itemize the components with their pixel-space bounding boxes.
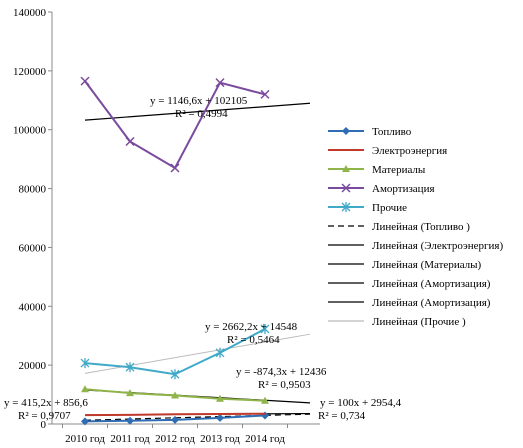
y-tick-label: 0 bbox=[41, 419, 47, 431]
data-point bbox=[260, 323, 270, 334]
data-point bbox=[342, 127, 350, 135]
x-tick-label: 2012 год bbox=[155, 433, 195, 445]
legend-item: Электроэнергия bbox=[328, 145, 447, 157]
data-point bbox=[80, 358, 90, 369]
data-point bbox=[170, 369, 180, 380]
y-tick-label: 140000 bbox=[13, 7, 47, 19]
trendline-equation: y = 1146,6x + 102105 bbox=[150, 95, 248, 107]
trendline-labels: y = 415,2x + 856,6R² = 0,9707 y = 100x + … bbox=[4, 95, 402, 422]
legend-label: Линейная (Электроэнергия) bbox=[372, 240, 503, 252]
trendline-r2: R² = 0,734 bbox=[318, 410, 366, 422]
trendline-r2: R² = 0,5464 bbox=[227, 334, 280, 346]
legend-label: Линейная (Амортизация) bbox=[372, 297, 491, 309]
legend-item: Линейная (Амортизация) bbox=[328, 297, 491, 309]
trendline bbox=[84, 413, 311, 421]
data-point bbox=[126, 416, 134, 425]
data-point bbox=[215, 347, 225, 358]
y-tick-label: 80000 bbox=[19, 184, 47, 196]
legend-item: Линейная (Прочие ) bbox=[328, 316, 466, 328]
trendline-equation: y = 2662,2x + 14548 bbox=[205, 321, 298, 333]
legend-label: Материалы bbox=[372, 164, 426, 176]
y-tick-label: 120000 bbox=[13, 66, 47, 78]
trendline-equation: y = 415,2x + 856,6 bbox=[4, 397, 88, 409]
data-point bbox=[215, 78, 225, 88]
data-point bbox=[261, 411, 269, 420]
legend-label: Электроэнергия bbox=[372, 145, 447, 157]
legend-label: Линейная (Прочие ) bbox=[372, 316, 466, 328]
legend-label: Линейная (Амортизация) bbox=[372, 278, 491, 290]
trendline-r2: R² = 0,4994 bbox=[175, 108, 228, 120]
data-point bbox=[260, 89, 270, 99]
legend-label: Линейная (Топливо ) bbox=[372, 221, 470, 233]
axes: 0 20000 40000 60000 80000 100000 120000 140000 2… bbox=[13, 7, 320, 445]
y-tick-label: 100000 bbox=[13, 125, 47, 137]
legend-item: Линейная (Материалы) bbox=[328, 259, 482, 271]
data-point bbox=[81, 417, 89, 426]
x-tick-label: 2013 год bbox=[200, 433, 240, 445]
trendline-r2: R² = 0,9503 bbox=[258, 379, 311, 391]
x-tick-label: 2014 год bbox=[245, 433, 285, 445]
legend-label: Амортизация bbox=[372, 183, 435, 195]
data-point bbox=[216, 413, 224, 422]
y-tick-label: 40000 bbox=[19, 301, 47, 313]
legend-item: Линейная (Электроэнергия) bbox=[328, 240, 503, 252]
y-tick-label: 60000 bbox=[19, 242, 47, 254]
data-point bbox=[125, 136, 135, 147]
series bbox=[80, 76, 270, 426]
data-point bbox=[126, 389, 134, 397]
legend-label: Прочие bbox=[372, 202, 407, 214]
legend-item: Топливо bbox=[328, 126, 412, 138]
data-point bbox=[170, 163, 180, 173]
legend-item: Амортизация bbox=[328, 183, 435, 195]
y-tick-label: 20000 bbox=[19, 360, 47, 372]
data-point bbox=[125, 362, 135, 373]
data-point bbox=[171, 391, 179, 399]
legend-label: Топливо bbox=[372, 126, 412, 138]
data-point bbox=[261, 396, 269, 404]
x-tick-label: 2010 год bbox=[65, 433, 105, 445]
data-point bbox=[171, 415, 179, 424]
trendline-equation: y = -874,3x + 12436 bbox=[236, 366, 327, 378]
data-point bbox=[216, 394, 224, 402]
data-point bbox=[341, 202, 351, 212]
series-line bbox=[84, 412, 266, 417]
data-point bbox=[342, 165, 350, 172]
trendline-r2: R² = 0,9707 bbox=[18, 410, 71, 422]
data-point bbox=[80, 76, 90, 86]
data-point bbox=[341, 183, 351, 193]
trendline-equation: y = 100x + 2954,4 bbox=[320, 397, 402, 409]
legend-item: Прочие bbox=[328, 202, 407, 214]
legend-item: Линейная (Топливо ) bbox=[328, 221, 470, 233]
data-point bbox=[81, 385, 89, 393]
legend-item: Линейная (Амортизация) bbox=[328, 278, 491, 290]
legend: Топливо Электроэнергия Материалы Амортизаци… bbox=[328, 126, 503, 328]
legend-item: Материалы bbox=[328, 164, 426, 176]
x-tick-label: 2011 год bbox=[110, 433, 150, 445]
trendline bbox=[84, 102, 311, 121]
legend-label: Линейная (Материалы) bbox=[372, 259, 482, 271]
